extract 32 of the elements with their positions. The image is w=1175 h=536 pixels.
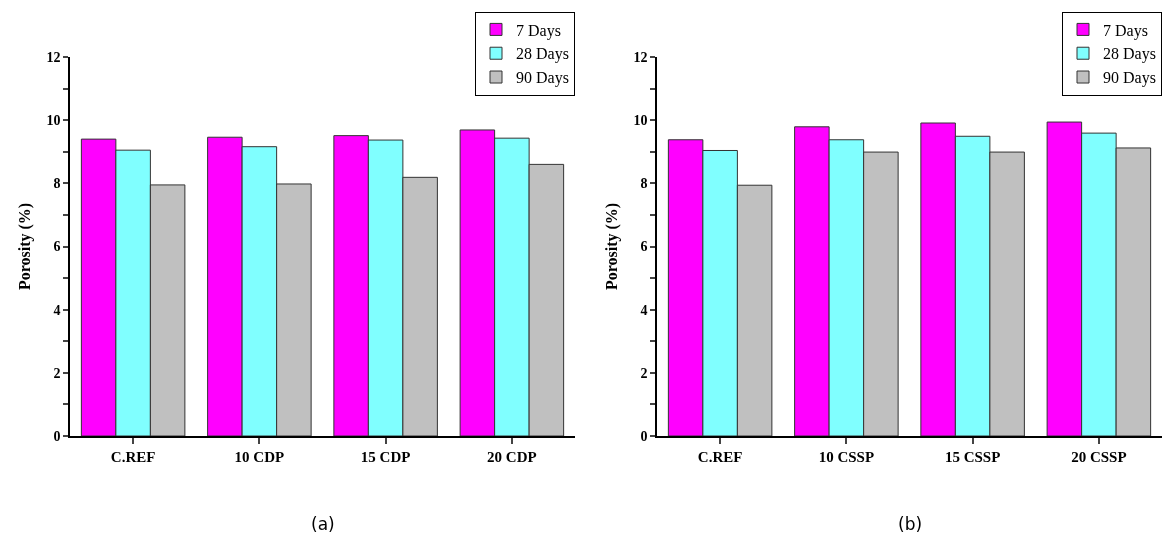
x-tick-label: 10 CDP	[234, 449, 285, 465]
y-tick-label: 2	[640, 365, 648, 381]
legend-label: 7 Days	[516, 21, 561, 40]
y-tick-label: 8	[640, 176, 648, 192]
y-tick-label: 4	[53, 302, 61, 318]
y-tick-label: 10	[46, 113, 61, 129]
legend-label: 28 Days	[516, 45, 569, 64]
x-tick-label: 20 CSSP	[1071, 449, 1127, 465]
y-tick-label: 4	[640, 302, 648, 318]
x-tick-label: 15 CSSP	[944, 449, 1001, 465]
x-tick-label: 10 CSSP	[818, 449, 875, 465]
x-tick-label: C.REF	[697, 449, 743, 465]
y-tick-label: 0	[640, 428, 648, 444]
text: (a)	[311, 514, 335, 534]
x-tick-label: 15 CDP	[360, 449, 411, 465]
y-axis-title: Porosity (%)	[15, 202, 34, 291]
legend-label: 90 Days	[516, 69, 569, 88]
y-tick-label: 2	[53, 365, 61, 381]
legend-label: 7 Days	[1103, 21, 1148, 40]
y-axis-title: Porosity (%)	[602, 202, 621, 291]
text: (b)	[898, 514, 923, 534]
y-tick-label: 8	[53, 176, 61, 192]
y-tick-label: 6	[53, 239, 61, 255]
legend-label: 28 Days	[1103, 45, 1156, 64]
y-tick-label: 10	[633, 113, 648, 129]
legend-label: 90 Days	[1103, 69, 1156, 88]
y-tick-label: 6	[640, 239, 648, 255]
y-tick-label: 12	[633, 49, 648, 65]
x-tick-label: C.REF	[110, 449, 156, 465]
x-tick-label: 20 CDP	[487, 449, 537, 465]
y-tick-label: 12	[46, 49, 61, 65]
y-tick-label: 0	[53, 428, 61, 444]
